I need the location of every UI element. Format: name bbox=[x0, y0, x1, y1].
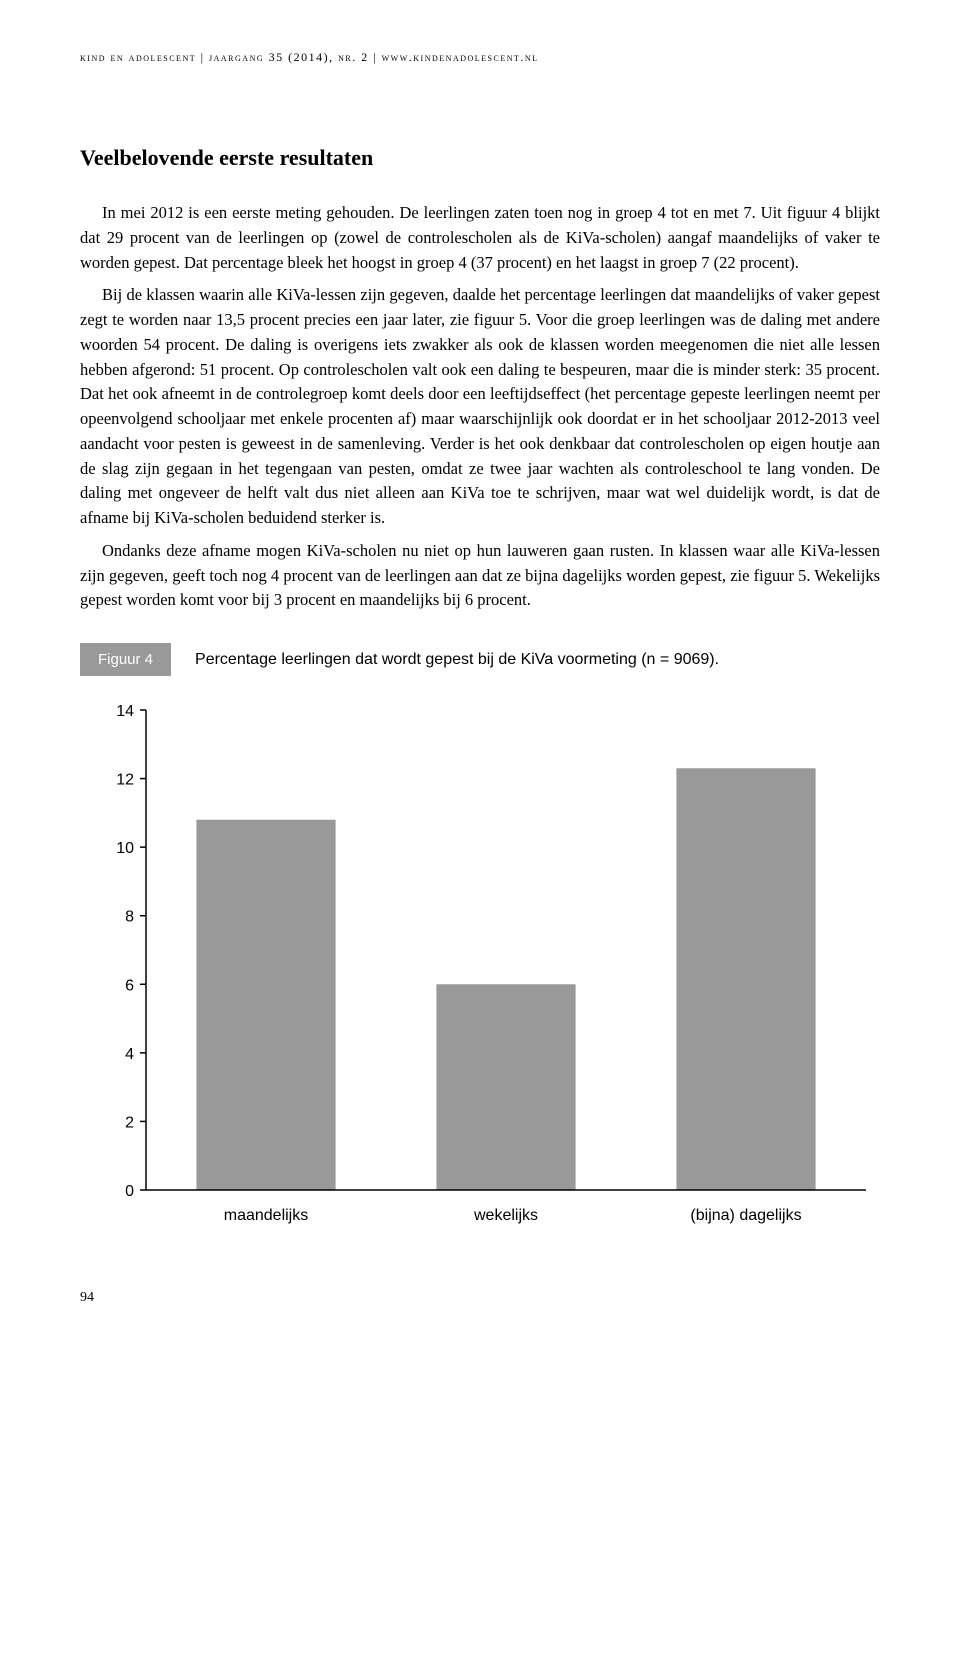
section-heading: Veelbelovende eerste resultaten bbox=[80, 145, 880, 171]
svg-text:0: 0 bbox=[125, 1183, 134, 1200]
figure-header: Figuur 4 Percentage leerlingen dat wordt… bbox=[80, 643, 880, 676]
figure-number-tab: Figuur 4 bbox=[80, 643, 171, 676]
paragraph-3: Ondanks deze afname mogen KiVa-scholen n… bbox=[80, 539, 880, 613]
running-header: kind en adolescent | jaargang 35 (2014),… bbox=[80, 50, 880, 65]
svg-text:14: 14 bbox=[116, 703, 134, 720]
svg-text:10: 10 bbox=[116, 840, 134, 857]
svg-text:2: 2 bbox=[125, 1114, 134, 1131]
svg-text:4: 4 bbox=[125, 1046, 134, 1063]
svg-text:maandelijks: maandelijks bbox=[224, 1207, 308, 1224]
svg-text:8: 8 bbox=[125, 909, 134, 926]
svg-text:6: 6 bbox=[125, 977, 134, 994]
paragraph-1: In mei 2012 is een eerste meting gehoude… bbox=[80, 201, 880, 275]
svg-text:wekelijks: wekelijks bbox=[473, 1207, 538, 1224]
svg-text:(bijna) dagelijks: (bijna) dagelijks bbox=[690, 1207, 801, 1224]
page-number: 94 bbox=[80, 1290, 880, 1306]
bar-chart-container: 0 2 4 6 8 10 12 14 maandelijks wekelijks (bijna) d… bbox=[100, 700, 880, 1230]
bar-chart-svg: 0 2 4 6 8 10 12 14 maandelijks wekelijks (bijna) d… bbox=[100, 700, 870, 1230]
paragraph-2: Bij de klassen waarin alle KiVa-lessen z… bbox=[80, 283, 880, 531]
svg-text:12: 12 bbox=[116, 772, 134, 789]
figure-caption: Percentage leerlingen dat wordt gepest b… bbox=[195, 643, 719, 676]
